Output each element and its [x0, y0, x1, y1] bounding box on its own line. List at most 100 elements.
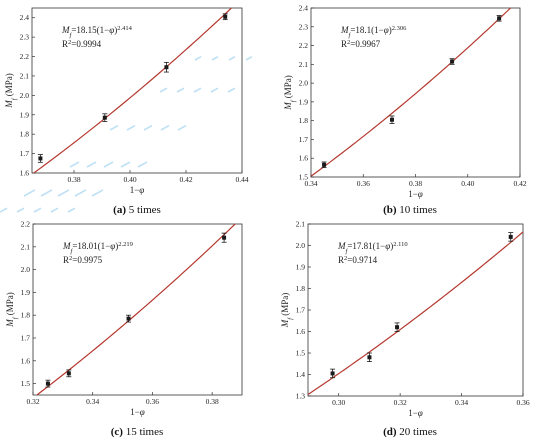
y-tick-label: 1.7: [21, 334, 31, 343]
y-tick-label: 1.6: [20, 169, 30, 178]
x-tick-label: 0.40: [123, 175, 136, 184]
plot-frame: [32, 223, 243, 396]
y-tick-label: 1.9: [21, 288, 31, 297]
equation-label: Mf=17.81(1−φ)2.110: [337, 241, 408, 255]
panel-caption: (d) 20 times: [383, 426, 437, 438]
y-tick-label: 2.0: [20, 91, 30, 100]
x-tick-label: 0.34: [304, 179, 317, 188]
chart-panel-3: 0.32 0.34 0.36 0.38 1.5 1.6 1.7 1.8 1.9 2.0 2.1 2.2…: [5, 220, 243, 438]
y-tick-label: 2.1: [299, 60, 309, 69]
y-tick-label: 1.7: [20, 149, 30, 158]
data-point: [126, 316, 131, 321]
y-axis-label: Mf (MPa): [283, 75, 297, 111]
y-axis-label: Mf (MPa): [5, 292, 19, 328]
r-squared-label: R2=0.9967: [341, 39, 381, 50]
x-tick-label: 0.44: [235, 175, 248, 184]
x-tick-label: 0.40: [461, 179, 474, 188]
x-axis-label: 1−φ: [408, 189, 423, 199]
y-tick-label: 2.0: [296, 241, 306, 250]
x-tick-label: 0.38: [67, 175, 80, 184]
y-tick-label: 2.1: [20, 71, 30, 80]
r-squared-label: R2=0.9714: [338, 255, 378, 266]
y-tick-label: 1.5: [21, 379, 31, 388]
y-tick-label: 2.4: [299, 4, 309, 13]
y-tick-label: 1.5: [299, 173, 309, 182]
y-tick-label: 2.1: [21, 242, 31, 251]
y-tick-label: 1.8: [21, 311, 31, 320]
y-tick-label: 1.6: [299, 154, 309, 163]
y-tick-label: 2.2: [21, 220, 31, 229]
equation-label: Mf=18.01(1−φ)2.219: [62, 241, 133, 255]
panel-caption: (a) 5 times: [113, 204, 161, 216]
data-point: [367, 355, 372, 360]
y-tick-label: 2.4: [20, 13, 30, 22]
r-squared-label: R2=0.9994: [62, 39, 102, 50]
data-point: [497, 16, 502, 21]
plot-frame: [31, 7, 243, 174]
y-tick-label: 2.3: [299, 22, 309, 31]
data-point: [222, 235, 227, 240]
y-tick-label: 1.6: [21, 356, 31, 365]
panel-caption: (c) 15 times: [111, 426, 164, 438]
data-point: [450, 59, 455, 64]
panel-caption: (b) 10 times: [383, 204, 437, 216]
data-point: [330, 371, 335, 376]
x-tick-label: 0.34: [455, 398, 468, 407]
y-axis-label: Mf (MPa): [4, 73, 18, 109]
chart-panel-2: 0.34 0.36 0.38 0.40 0.42 1.5 1.6 1.7 1.8 1.9 2.0 2.…: [283, 4, 527, 217]
data-point: [322, 162, 327, 167]
y-tick-label: 1.4: [296, 370, 306, 379]
y-tick-label: 1.3: [296, 392, 306, 401]
y-tick-label: 2.1: [296, 220, 306, 229]
data-point: [389, 117, 394, 122]
y-tick-label: 2.3: [20, 33, 30, 42]
y-tick-label: 1.9: [20, 110, 30, 119]
r-squared-label: R2=0.9975: [63, 255, 103, 266]
x-axis-label: 1−φ: [130, 407, 145, 417]
x-tick-label: 0.36: [516, 398, 529, 407]
x-axis-label: 1−φ: [408, 408, 423, 418]
x-tick-label: 0.38: [409, 179, 422, 188]
y-tick-label: 2.0: [21, 265, 31, 274]
data-point: [66, 371, 71, 376]
fit-curve: [311, 8, 512, 177]
data-point: [223, 14, 228, 19]
y-tick-label: 1.6: [296, 327, 306, 336]
y-tick-label: 1.7: [296, 306, 306, 315]
x-tick-label: 0.36: [146, 397, 159, 406]
data-point: [102, 115, 107, 120]
equation-label: Mf=18.15(1−φ)2.414: [61, 25, 133, 39]
data-point: [395, 325, 400, 330]
equation-label: Mf=18.1(1−φ)2.306: [340, 25, 407, 39]
x-tick-label: 0.36: [357, 179, 370, 188]
data-point: [508, 234, 513, 239]
y-tick-label: 1.8: [296, 284, 306, 293]
x-tick-label: 0.32: [394, 398, 407, 407]
y-tick-label: 2.0: [299, 79, 309, 88]
y-tick-label: 1.8: [20, 130, 30, 139]
x-tick-label: 0.34: [86, 397, 99, 406]
x-tick-label: 0.30: [332, 398, 345, 407]
y-tick-label: 1.9: [296, 263, 306, 272]
x-axis-label: 1−φ: [130, 185, 145, 195]
y-tick-label: 1.5: [296, 349, 306, 358]
fit-curve: [32, 8, 233, 173]
chart-panel-1: 0.38 0.40 0.42 0.44 1.6 1.7 1.8 1.9 2.0 2.1 2.2 2.3…: [4, 7, 249, 216]
fit-curve: [35, 224, 237, 395]
data-point: [164, 65, 169, 70]
y-tick-label: 2.2: [20, 52, 30, 61]
data-point: [38, 156, 43, 161]
y-tick-label: 1.9: [299, 97, 309, 106]
y-tick-label: 1.8: [299, 116, 309, 125]
fit-curve: [308, 231, 523, 395]
x-tick-label: 0.42: [179, 175, 192, 184]
x-tick-label: 0.42: [513, 179, 526, 188]
chart-panel-4: 0.30 0.32 0.34 0.36 1.3 1.4 1.5 1.6 1.7 1.8 1.9 2.0…: [280, 220, 530, 439]
y-tick-label: 1.7: [299, 135, 309, 144]
y-axis-label: Mf (MPa): [280, 293, 294, 329]
x-tick-label: 0.38: [206, 397, 219, 406]
y-tick-label: 2.2: [299, 41, 309, 50]
data-point: [45, 381, 50, 386]
x-tick-label: 0.32: [26, 397, 39, 406]
